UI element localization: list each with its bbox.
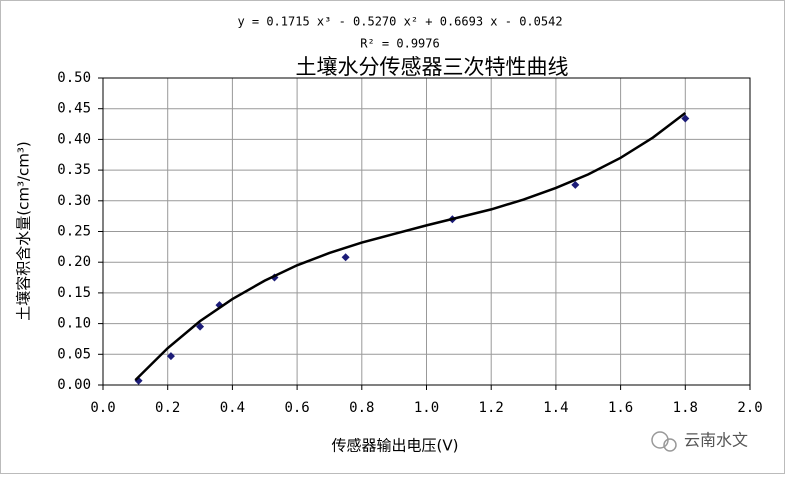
x-tick-label: 0.4	[220, 400, 245, 416]
y-tick-label: 0.50	[57, 70, 91, 86]
watermark-icon	[651, 431, 677, 452]
y-tick-label: 0.15	[57, 285, 91, 301]
watermark: 云南水文	[684, 431, 748, 450]
y-tick-label: 0.10	[57, 316, 91, 332]
data-point	[166, 352, 175, 361]
x-tick-label: 1.0	[414, 400, 439, 416]
y-tick-label: 0.45	[57, 101, 91, 117]
x-tick-label: 1.8	[673, 400, 698, 416]
r-squared: R² = 0.9976	[360, 37, 439, 51]
y-tick-label: 0.25	[57, 224, 91, 240]
y-tick-label: 0.00	[57, 377, 91, 393]
x-tick-label: 1.4	[543, 400, 568, 416]
y-tick-label: 0.40	[57, 131, 91, 147]
data-point	[571, 180, 580, 189]
x-tick-label: 0.8	[349, 400, 374, 416]
data-point	[196, 322, 205, 331]
y-tick-label: 0.05	[57, 346, 91, 362]
chart-title: 土壤水分传感器三次特性曲线	[296, 55, 569, 79]
y-tick-label: 0.35	[57, 162, 91, 178]
x-tick-label: 1.6	[608, 400, 633, 416]
data-point	[341, 253, 350, 262]
y-axis-label: 土壤容积含水量(cm³/cm³)	[15, 141, 33, 321]
data-point	[681, 114, 690, 123]
x-tick-label: 0.6	[284, 400, 309, 416]
y-tick-label: 0.20	[57, 254, 91, 270]
x-tick-label: 0.2	[155, 400, 180, 416]
plot-border	[102, 77, 751, 386]
y-tick-label: 0.30	[57, 193, 91, 209]
x-tick-label: 1.2	[479, 400, 504, 416]
equation: y = 0.1715 x³ - 0.5270 x² + 0.6693 x - 0…	[237, 15, 562, 29]
x-axis-label: 传感器输出电压(V)	[332, 437, 459, 455]
x-tick-label: 2.0	[737, 400, 762, 416]
trendline	[134, 112, 687, 381]
x-tick-label: 0.0	[90, 400, 115, 416]
